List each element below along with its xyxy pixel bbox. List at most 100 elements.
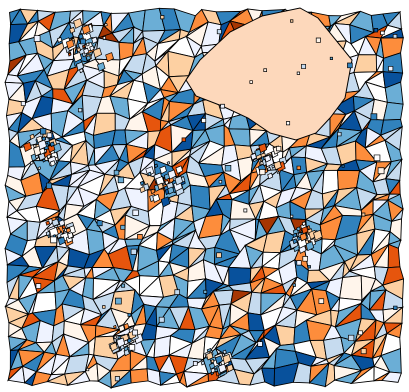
- map-region: [152, 193, 161, 203]
- map-region: [154, 163, 159, 169]
- map-region: [192, 361, 198, 366]
- map-region: [37, 166, 42, 171]
- map-region: [102, 35, 107, 41]
- map-region: [117, 176, 125, 184]
- map-region: [259, 168, 266, 176]
- map-region: [358, 330, 363, 336]
- map-region: [45, 220, 51, 226]
- map-region: [91, 36, 98, 45]
- map-region: [65, 39, 75, 50]
- map-region: [139, 186, 146, 194]
- map-region: [29, 160, 34, 166]
- map-region: [113, 335, 118, 340]
- map-region: [276, 146, 282, 152]
- map-region: [35, 283, 42, 289]
- map-region: [254, 148, 262, 157]
- map-region: [348, 334, 355, 342]
- map-region: [215, 355, 223, 365]
- map-region: [226, 363, 234, 373]
- map-region: [267, 172, 274, 180]
- map-region: [39, 147, 46, 155]
- map-region: [341, 164, 345, 168]
- map-region: [218, 363, 227, 374]
- map-region: [174, 175, 184, 186]
- map-region: [20, 101, 26, 106]
- map-region: [49, 160, 56, 167]
- map-region: [164, 179, 170, 186]
- map-region: [113, 324, 117, 329]
- map-region: [158, 316, 165, 323]
- map-region: [81, 24, 91, 35]
- map-region: [111, 129, 127, 146]
- map-region: [79, 68, 84, 74]
- map-region: [114, 376, 120, 382]
- map-region: [224, 165, 232, 172]
- map-region: [139, 180, 145, 186]
- map-region: [296, 260, 302, 266]
- map-region: [380, 30, 385, 36]
- map-region: [318, 298, 325, 304]
- map-region: [29, 133, 35, 140]
- map-region: [286, 121, 291, 126]
- map-region: [129, 368, 149, 384]
- map-region: [78, 33, 84, 40]
- map-region: [61, 224, 66, 230]
- map-region: [49, 141, 55, 148]
- map-region: [113, 169, 120, 176]
- map-region: [209, 362, 216, 370]
- map-region: [147, 171, 152, 177]
- map-region: [46, 154, 52, 160]
- map-region: [85, 55, 91, 61]
- map-region: [290, 214, 294, 218]
- map-region: [206, 351, 214, 361]
- map-region: [105, 52, 114, 63]
- map-region: [174, 289, 181, 295]
- map-region: [153, 335, 172, 359]
- map-region: [163, 185, 169, 191]
- map-region: [157, 182, 164, 191]
- map-region: [337, 131, 342, 137]
- map-region: [92, 47, 103, 59]
- map-region: [301, 63, 307, 69]
- map-region: [175, 165, 184, 175]
- map-region: [339, 275, 363, 301]
- map-region: [292, 283, 296, 287]
- map-region: [160, 15, 165, 20]
- map-region: [329, 56, 333, 60]
- map-region: [360, 348, 367, 355]
- map-region: [347, 62, 353, 69]
- map-region: [382, 101, 404, 121]
- map-region: [381, 371, 402, 383]
- map-region: [373, 28, 379, 33]
- map-region: [78, 107, 83, 113]
- map-region: [181, 137, 186, 142]
- map-region: [96, 61, 106, 72]
- map-region: [216, 29, 222, 35]
- map-region: [159, 165, 167, 175]
- map-region: [185, 7, 353, 141]
- map-region: [72, 51, 83, 63]
- map-region: [392, 34, 398, 39]
- map-region: [37, 139, 47, 151]
- map-region: [200, 360, 206, 366]
- map-region: [243, 208, 248, 213]
- map-region: [33, 143, 37, 149]
- map-region: [387, 243, 401, 269]
- map-region: [150, 188, 156, 195]
- map-region: [85, 42, 90, 47]
- map-region: [57, 236, 66, 246]
- map-region: [86, 368, 90, 372]
- detail-layer: [20, 15, 398, 382]
- map-region: [109, 342, 118, 352]
- map-region: [80, 38, 86, 45]
- map-region: [46, 132, 53, 138]
- map-region: [361, 212, 366, 217]
- map-region: [301, 226, 309, 235]
- map-region: [160, 196, 171, 208]
- map-region: [203, 289, 208, 294]
- map-region: [36, 135, 43, 144]
- map-region: [67, 52, 72, 57]
- map-region: [102, 305, 106, 309]
- map-region: [296, 71, 301, 75]
